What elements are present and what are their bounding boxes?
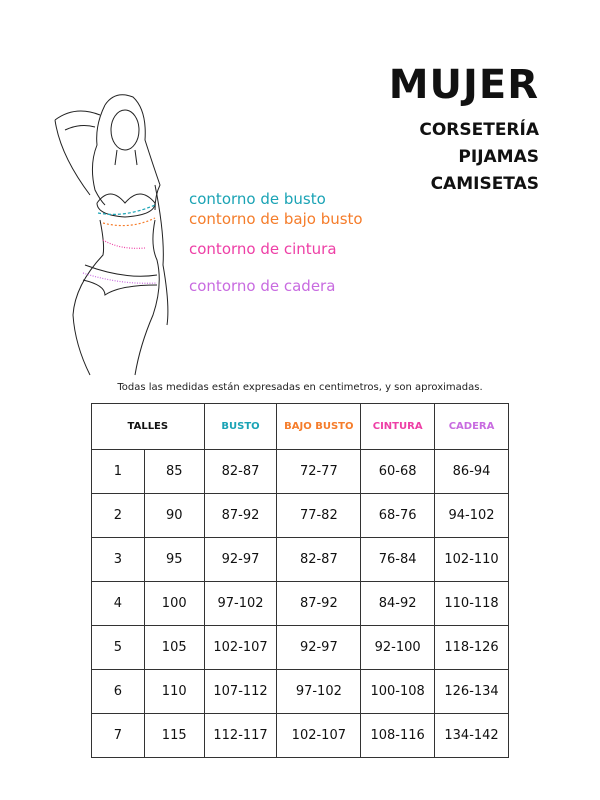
table-cell: 94-102 [434, 493, 509, 538]
table-cell: 82-87 [276, 537, 362, 582]
table-cell: 95 [143, 537, 205, 582]
table-header-row: TALLES BUSTO BAJO BUSTO CINTURA CADERA [91, 403, 509, 450]
table-cell: 84-92 [360, 581, 436, 626]
table-cell: 4 [91, 581, 145, 626]
column-header: CADERA [434, 403, 509, 450]
table-row: 2 90 87-92 77-82 68-76 94-102 [91, 493, 509, 538]
table-cell: 5 [91, 625, 145, 670]
table-cell: 3 [91, 537, 145, 582]
table-row: 6 110 107-112 97-102 100-108 126-134 [91, 669, 509, 714]
column-header: BUSTO [203, 403, 278, 450]
table-cell: 105 [143, 625, 205, 670]
column-header: BAJO BUSTO [276, 403, 362, 450]
table-cell: 102-110 [434, 537, 509, 582]
table-cell: 87-92 [203, 493, 278, 538]
size-table: TALLES BUSTO BAJO BUSTO CINTURA CADERA 1 85 82-… [91, 403, 509, 758]
page-title: MUJER [388, 62, 539, 108]
column-header: TALLES [91, 403, 205, 450]
table-row: 1 85 82-87 72-77 60-68 86-94 [91, 449, 509, 494]
label-bajo-busto: contorno de bajo busto [189, 210, 363, 228]
table-cell: 92-97 [203, 537, 278, 582]
table-cell: 68-76 [360, 493, 436, 538]
table-cell: 77-82 [276, 493, 362, 538]
table-cell: 110-118 [434, 581, 509, 626]
table-cell: 100-108 [360, 669, 436, 714]
table-cell: 100 [143, 581, 205, 626]
label-busto: contorno de busto [189, 190, 326, 208]
table-cell: 82-87 [203, 449, 278, 494]
table-row: 5 105 102-107 92-97 92-100 118-126 [91, 625, 509, 670]
table-cell: 118-126 [434, 625, 509, 670]
table-cell: 1 [91, 449, 145, 494]
table-cell: 87-92 [276, 581, 362, 626]
table-cell: 7 [91, 713, 145, 758]
label-cintura: contorno de cintura [189, 240, 337, 258]
table-cell: 86-94 [434, 449, 509, 494]
table-cell: 112-117 [203, 713, 278, 758]
label-cadera: contorno de cadera [189, 277, 336, 295]
table-cell: 102-107 [276, 713, 362, 758]
table-cell: 115 [143, 713, 205, 758]
table-cell: 92-100 [360, 625, 436, 670]
table-cell: 126-134 [434, 669, 509, 714]
category-item: CORSETERÍA [419, 120, 539, 140]
measurement-note: Todas las medidas están expresadas en ce… [117, 382, 483, 393]
table-cell: 97-102 [203, 581, 278, 626]
body-figure-illustration [54, 94, 169, 376]
category-item: CAMISETAS [430, 174, 539, 194]
table-cell: 60-68 [360, 449, 436, 494]
table-cell: 85 [143, 449, 205, 494]
category-item: PIJAMAS [458, 147, 539, 167]
table-cell: 107-112 [203, 669, 278, 714]
category-list: CORSETERÍA PIJAMAS CAMISETAS [419, 117, 539, 198]
table-cell: 2 [91, 493, 145, 538]
table-row: 4 100 97-102 87-92 84-92 110-118 [91, 581, 509, 626]
table-cell: 6 [91, 669, 145, 714]
table-cell: 76-84 [360, 537, 436, 582]
table-cell: 134-142 [434, 713, 509, 758]
table-row: 3 95 92-97 82-87 76-84 102-110 [91, 537, 509, 582]
table-cell: 108-116 [360, 713, 436, 758]
table-cell: 92-97 [276, 625, 362, 670]
table-row: 7 115 112-117 102-107 108-116 134-142 [91, 713, 509, 758]
table-cell: 102-107 [203, 625, 278, 670]
table-cell: 110 [143, 669, 205, 714]
table-cell: 90 [143, 493, 205, 538]
table-cell: 72-77 [276, 449, 362, 494]
column-header: CINTURA [360, 403, 436, 450]
table-cell: 97-102 [276, 669, 362, 714]
